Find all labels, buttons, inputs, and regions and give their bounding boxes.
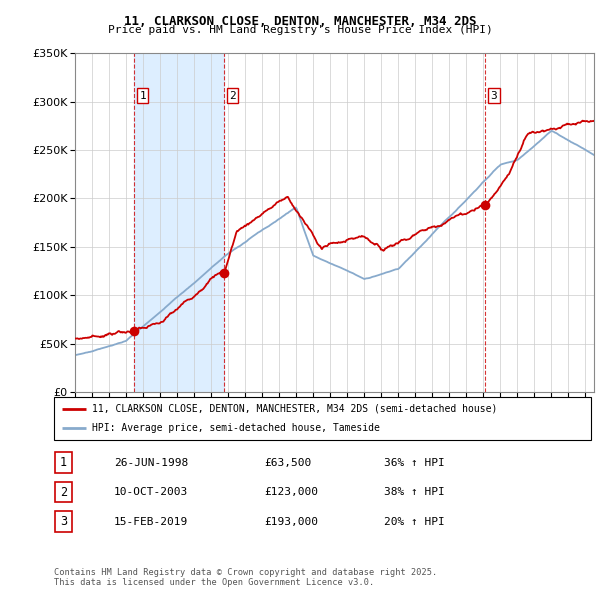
Text: 38% ↑ HPI: 38% ↑ HPI <box>384 487 445 497</box>
Text: Price paid vs. HM Land Registry's House Price Index (HPI): Price paid vs. HM Land Registry's House … <box>107 25 493 35</box>
Text: 36% ↑ HPI: 36% ↑ HPI <box>384 458 445 467</box>
Text: HPI: Average price, semi-detached house, Tameside: HPI: Average price, semi-detached house,… <box>92 423 379 433</box>
Bar <box>55 511 72 532</box>
Text: 20% ↑ HPI: 20% ↑ HPI <box>384 517 445 526</box>
Text: 10-OCT-2003: 10-OCT-2003 <box>114 487 188 497</box>
Text: £193,000: £193,000 <box>264 517 318 526</box>
Text: 11, CLARKSON CLOSE, DENTON, MANCHESTER, M34 2DS: 11, CLARKSON CLOSE, DENTON, MANCHESTER, … <box>124 15 476 28</box>
Bar <box>55 481 72 503</box>
Text: 2: 2 <box>230 90 236 100</box>
Text: £123,000: £123,000 <box>264 487 318 497</box>
Text: 1: 1 <box>139 90 146 100</box>
Text: 3: 3 <box>60 515 67 528</box>
Text: 3: 3 <box>491 90 497 100</box>
Bar <box>55 452 72 473</box>
Text: 26-JUN-1998: 26-JUN-1998 <box>114 458 188 467</box>
Text: 15-FEB-2019: 15-FEB-2019 <box>114 517 188 526</box>
Text: 11, CLARKSON CLOSE, DENTON, MANCHESTER, M34 2DS (semi-detached house): 11, CLARKSON CLOSE, DENTON, MANCHESTER, … <box>92 404 497 414</box>
Bar <box>134 53 224 392</box>
Text: £63,500: £63,500 <box>264 458 311 467</box>
Text: 2: 2 <box>60 486 67 499</box>
Text: Contains HM Land Registry data © Crown copyright and database right 2025.
This d: Contains HM Land Registry data © Crown c… <box>54 568 437 587</box>
Text: 1: 1 <box>60 456 67 469</box>
